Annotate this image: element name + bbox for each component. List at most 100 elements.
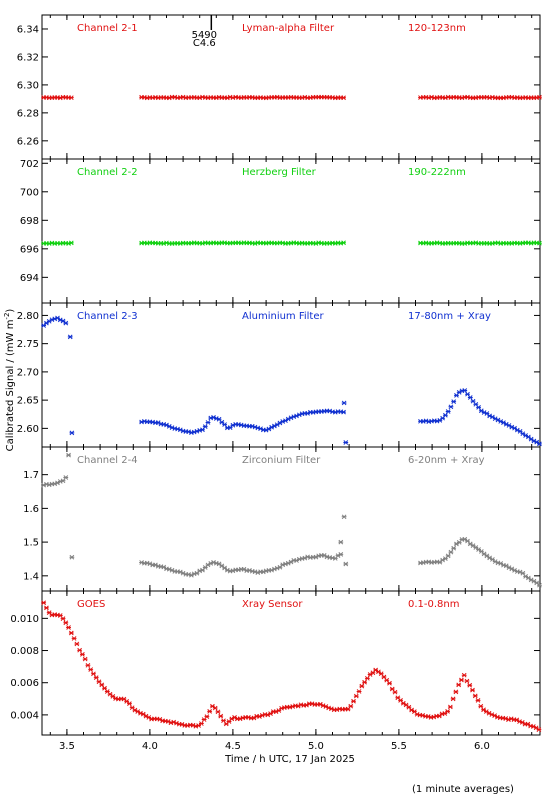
data-point bbox=[525, 575, 531, 581]
data-point bbox=[453, 689, 459, 695]
data-point bbox=[467, 682, 473, 688]
y-tick-label: 0.010 bbox=[10, 614, 39, 625]
data-point bbox=[63, 475, 69, 480]
series-1 bbox=[41, 94, 542, 101]
data-point bbox=[445, 553, 451, 559]
y-tick-label: 2.80 bbox=[17, 311, 39, 322]
y-axis-label: Calibrated Signal / (mW m-2) bbox=[3, 309, 16, 452]
y-tick-label: 700 bbox=[20, 187, 39, 198]
data-point bbox=[470, 543, 476, 548]
data-point bbox=[473, 545, 479, 550]
data-point bbox=[451, 545, 457, 551]
data-point bbox=[343, 561, 349, 567]
x-tick-label: 6.0 bbox=[474, 741, 490, 752]
panel-frame bbox=[41, 158, 541, 304]
y-tick-label: 694 bbox=[20, 273, 39, 284]
panel-1: 6.26 6.28 6.30 6.32 6.34 Channel 2-1 Lyman-alp… bbox=[17, 14, 542, 160]
x-tick-label: 4.5 bbox=[225, 741, 241, 752]
data-point bbox=[464, 678, 470, 684]
data-point bbox=[66, 452, 71, 458]
data-point bbox=[467, 395, 473, 400]
data-point bbox=[221, 718, 226, 724]
data-point bbox=[71, 636, 77, 641]
data-point bbox=[215, 709, 221, 715]
panel-channel-label: Channel 2-4 bbox=[77, 455, 138, 466]
y-tick-label: 1.7 bbox=[23, 470, 39, 481]
annotation-class: C4.6 bbox=[193, 38, 216, 49]
data-point bbox=[63, 620, 69, 626]
y-tick-label: 0.006 bbox=[10, 678, 39, 689]
data-point bbox=[356, 689, 362, 694]
data-point bbox=[442, 412, 448, 418]
data-point bbox=[472, 693, 478, 699]
data-point bbox=[445, 709, 450, 714]
data-point bbox=[202, 424, 208, 430]
data-point bbox=[343, 440, 349, 445]
data-point bbox=[537, 441, 542, 447]
data-point bbox=[338, 552, 344, 557]
chart-panels: 6.26 6.28 6.30 6.32 6.34 Channel 2-1 Lyman-alp… bbox=[10, 14, 542, 752]
data-point bbox=[341, 400, 347, 406]
series-5 bbox=[41, 600, 542, 732]
data-point bbox=[351, 698, 356, 704]
data-point bbox=[85, 662, 91, 668]
data-point bbox=[376, 669, 381, 675]
data-point bbox=[69, 554, 75, 560]
data-point bbox=[68, 630, 74, 636]
x-axis-label: Time / h UTC, 17 Jan 2025 bbox=[224, 754, 355, 765]
data-point bbox=[216, 561, 222, 567]
series-2 bbox=[41, 240, 542, 246]
panel-channel-label: Channel 2-1 bbox=[77, 23, 138, 34]
data-point bbox=[341, 514, 347, 520]
x-tick-label: 4.0 bbox=[142, 741, 158, 752]
y-tick-label: 702 bbox=[20, 159, 39, 170]
data-point bbox=[93, 675, 99, 681]
y-tick-label: 1.4 bbox=[23, 571, 39, 582]
y-tick-label: 6.34 bbox=[17, 24, 39, 35]
data-point bbox=[341, 409, 346, 415]
data-point bbox=[207, 709, 213, 714]
data-point bbox=[359, 683, 365, 689]
footnote: (1 minute averages) bbox=[412, 784, 514, 795]
panel-2: 694 696 698 700 702 Channel 2-2 Herzberg Filte… bbox=[20, 158, 542, 304]
data-point bbox=[484, 553, 490, 559]
panel-frame bbox=[41, 302, 541, 448]
panel-filter-label: Zirconium Filter bbox=[242, 455, 321, 466]
data-point bbox=[140, 711, 146, 717]
data-point bbox=[381, 674, 387, 680]
y-tick-label: 1.5 bbox=[23, 538, 39, 549]
y-tick-label: 2.70 bbox=[17, 367, 39, 378]
panel-frame bbox=[41, 14, 541, 160]
data-point bbox=[348, 703, 354, 709]
panel-channel-label: Channel 2-2 bbox=[77, 167, 138, 178]
panel-band-label: 6-20nm + Xray bbox=[408, 455, 485, 466]
data-point bbox=[462, 388, 468, 393]
y-tick-label: 696 bbox=[20, 244, 39, 255]
data-point bbox=[475, 698, 481, 703]
y-tick-label: 698 bbox=[20, 216, 39, 227]
data-point bbox=[222, 422, 227, 427]
data-point bbox=[451, 399, 457, 405]
data-point bbox=[218, 713, 224, 719]
data-point bbox=[69, 430, 75, 436]
data-point bbox=[465, 391, 470, 397]
panel-band-label: 190-222nm bbox=[408, 167, 466, 178]
data-point bbox=[196, 723, 201, 728]
data-point bbox=[476, 547, 481, 552]
data-point bbox=[537, 94, 542, 100]
data-point bbox=[476, 405, 481, 410]
data-point bbox=[459, 677, 464, 683]
data-point bbox=[378, 671, 384, 677]
data-point bbox=[353, 693, 359, 699]
y-tick-label: 6.26 bbox=[17, 136, 39, 147]
data-point bbox=[66, 625, 71, 630]
data-point bbox=[127, 701, 132, 706]
data-point bbox=[67, 334, 73, 340]
panel-frame bbox=[41, 446, 541, 592]
y-tick-label: 0.004 bbox=[10, 710, 39, 721]
data-point bbox=[470, 687, 475, 693]
y-tick-label: 6.28 bbox=[17, 108, 39, 119]
y-tick-label: 6.32 bbox=[17, 52, 39, 63]
data-point bbox=[205, 420, 211, 425]
data-point bbox=[60, 616, 66, 622]
